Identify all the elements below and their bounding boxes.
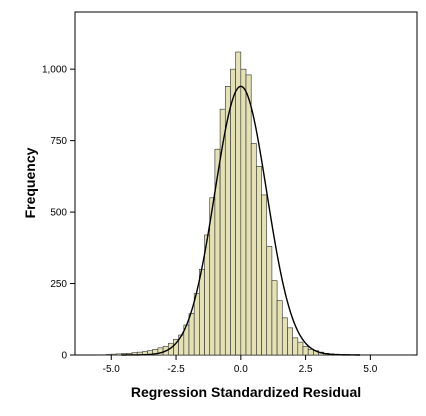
y-tick-label: 250 xyxy=(50,279,67,290)
histogram-bar xyxy=(266,246,273,356)
histogram-bar xyxy=(245,74,252,356)
histogram-bar xyxy=(261,194,268,356)
histogram-bar xyxy=(105,354,112,356)
histogram-bar xyxy=(276,300,283,356)
histogram-bar xyxy=(188,313,195,356)
histogram-bar xyxy=(287,327,293,356)
x-axis-title: Regression Standardized Residual xyxy=(131,384,361,400)
x-tick-label: 5.0 xyxy=(363,364,377,375)
normal-curve xyxy=(121,85,360,356)
histogram-bar xyxy=(302,346,309,356)
y-tick-label: 500 xyxy=(50,208,67,219)
histogram-bar xyxy=(240,68,247,356)
histogram-bar xyxy=(199,268,205,356)
x-tick-label: -2.5 xyxy=(167,364,185,375)
histogram-bar xyxy=(110,353,117,356)
histogram-bar xyxy=(297,341,304,356)
y-axis-title: Frequency xyxy=(22,147,38,218)
histogram-bar xyxy=(271,280,278,356)
y-tick-label: 0 xyxy=(61,351,67,362)
x-tick-label: 0.0 xyxy=(234,364,248,375)
x-tick-label: -5.0 xyxy=(103,364,121,375)
histogram-bar xyxy=(307,348,314,356)
histogram-bar xyxy=(250,143,257,356)
y-tick-label: 750 xyxy=(50,136,67,147)
histogram-bar xyxy=(193,293,200,356)
histogram-bar xyxy=(116,353,122,356)
x-tick-label: 2.5 xyxy=(299,364,313,375)
y-tick-label: 1,000 xyxy=(42,65,67,76)
histogram-bars xyxy=(95,51,413,356)
x-axis: -5.0 -2.5 0.0 2.5 5.0 xyxy=(103,355,378,375)
histogram-bar xyxy=(292,337,299,356)
y-axis: 0 250 500 750 1,000 xyxy=(42,65,75,362)
histogram-bar xyxy=(256,166,262,356)
histogram-bar xyxy=(281,317,288,356)
histogram-bar xyxy=(235,51,242,356)
histogram-bar xyxy=(230,68,236,356)
